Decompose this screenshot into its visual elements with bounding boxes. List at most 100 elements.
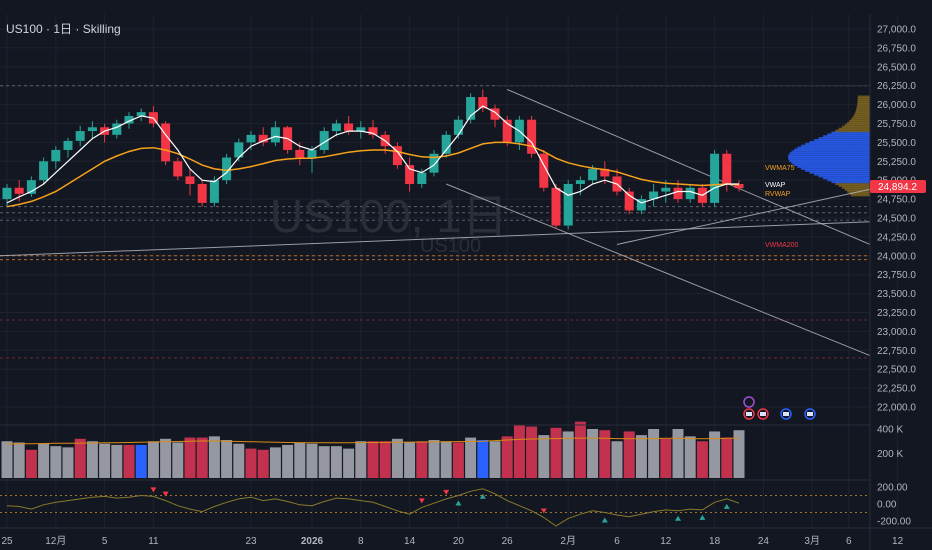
x-tick-label: 14 (404, 536, 416, 547)
candle-body (673, 187, 683, 200)
x-tick-label: 6 (846, 536, 852, 547)
price-axis[interactable]: 27,000.0 26,750.0 26,500.0 26,250.0 26,000.0… (877, 25, 916, 414)
candle-body (624, 191, 634, 211)
volume-profile-bar (856, 106, 870, 110)
candle-body (112, 123, 122, 135)
candle-body (734, 183, 744, 189)
trendline[interactable] (616, 188, 871, 245)
volume-bar (587, 429, 599, 478)
volume-bar (501, 436, 513, 478)
oscillator-tick-label: -200.00 (877, 516, 911, 527)
vwap-label: VWAP (765, 182, 786, 189)
volume-bar (623, 431, 635, 478)
volume-bar (404, 442, 416, 478)
volume-profile-bar (814, 139, 870, 142)
volume-profile-bar (827, 178, 870, 182)
candle-body (246, 134, 256, 143)
volume-bar (269, 447, 281, 478)
trendlines[interactable] (0, 85, 871, 357)
y-tick-label: 25,750.0 (877, 119, 916, 130)
lightning-event-icon[interactable] (743, 396, 755, 408)
volume-profile-bar (805, 169, 870, 172)
volume-profile-bar (844, 123, 870, 127)
candle-body (685, 187, 695, 200)
candle-body (173, 161, 183, 177)
horizontal-levels (0, 85, 870, 359)
volume-bar (538, 435, 550, 478)
volume-profile-bar (856, 104, 870, 108)
x-tick-label: 8 (358, 536, 364, 547)
volume-bar (696, 441, 708, 478)
volume-bar (391, 438, 403, 478)
volume-bar (513, 425, 525, 478)
buy-signal-marker (723, 503, 730, 509)
x-tick-label: 11 (148, 536, 159, 547)
candle-body (270, 127, 280, 143)
time-axis[interactable]: 25 12月 5 11 23 2026 8 14 20 26 2月 6 12 18 24 3月 6 12 (1, 535, 903, 547)
candle-body (368, 127, 378, 135)
candle-body (161, 123, 171, 162)
oscillator-line (6, 488, 740, 527)
volume-bar (25, 449, 37, 478)
y-tick-label: 26,000.0 (877, 100, 916, 111)
vwap-line (6, 105, 739, 204)
volume-profile-bar (854, 112, 870, 116)
volume-bar (733, 430, 745, 478)
volume-profile-bar (844, 188, 870, 191)
volume-profile-bar (852, 116, 870, 119)
volume-profile-bar (818, 174, 870, 178)
volume-bar (648, 429, 660, 478)
candle-body (319, 131, 329, 150)
volume-bar (635, 435, 647, 478)
y-tick-label: 22,000.0 (877, 403, 916, 414)
watermark-sub: US100 (420, 235, 481, 257)
candle-body (51, 149, 61, 162)
x-tick-label: 23 (245, 536, 257, 547)
volume-pane: 400 K 200 K (1, 421, 903, 478)
candle-body (331, 123, 341, 132)
volume-profile-bar (788, 156, 870, 159)
y-tick-label: 22,250.0 (877, 384, 916, 395)
x-tick-label: 12 (660, 536, 672, 547)
volume-bar (257, 449, 269, 478)
x-tick-label: 2026 (301, 536, 324, 547)
y-tick-label: 27,000.0 (877, 25, 916, 36)
volume-bar (440, 441, 452, 478)
volume-bar (99, 443, 111, 478)
trendline[interactable] (0, 221, 871, 257)
volume-average-line (7, 437, 740, 445)
y-tick-label: 23,750.0 (877, 270, 916, 281)
volume-profile-bar (789, 152, 870, 155)
volume-profile-bar (809, 171, 870, 174)
volume-bar (489, 441, 501, 478)
volume-bar (1, 441, 13, 478)
volume-bar (721, 437, 733, 478)
event-markers[interactable] (743, 396, 816, 420)
candle-body (39, 161, 49, 181)
volume-profile-bar (849, 191, 870, 195)
watermark-main: US100, 1日 (270, 190, 508, 242)
x-tick-label: 24 (758, 536, 770, 547)
trendline[interactable] (507, 89, 871, 245)
vwma75-label: VWMA75 (765, 165, 795, 172)
volume-profile-bar (827, 133, 870, 136)
volume-profile-bar (823, 176, 870, 180)
volume-bar (709, 431, 721, 478)
volume-bar (355, 441, 367, 478)
trendline[interactable] (446, 183, 871, 357)
candle-body (636, 199, 646, 211)
candle-body (234, 142, 244, 158)
candle-body (563, 183, 573, 226)
volume-bar (233, 443, 245, 478)
oscillator-pane: 200.00 0.00 -200.00 (0, 483, 911, 527)
current-price-tag (870, 180, 926, 193)
y-tick-label: 23,000.0 (877, 327, 916, 338)
x-tick-label: 26 (502, 536, 514, 547)
candle-body (466, 97, 476, 120)
volume-profile-bar (814, 173, 870, 176)
volume-bar (452, 442, 464, 478)
volume-profile-bar (838, 127, 870, 131)
volume-profile-bar (797, 165, 870, 169)
candle-body (392, 146, 402, 166)
